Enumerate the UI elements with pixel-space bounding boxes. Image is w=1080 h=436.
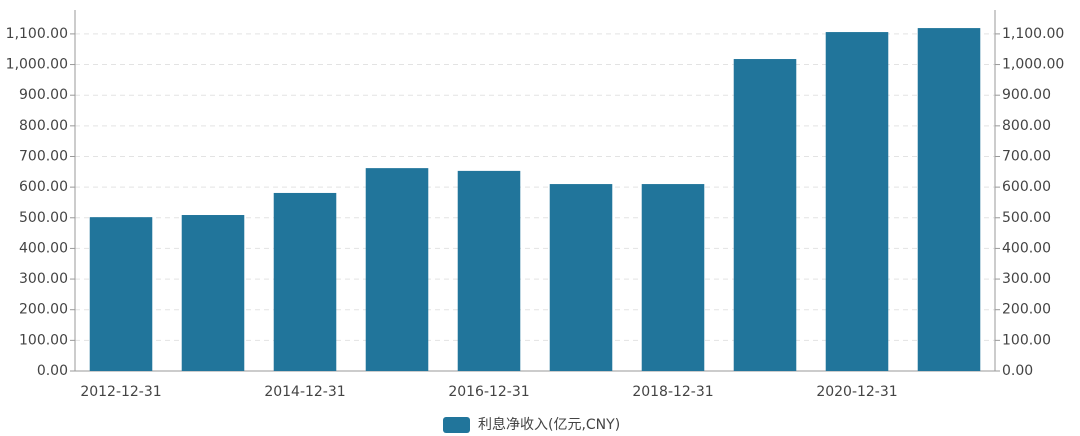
bar — [89, 217, 153, 371]
y2-tick-label: 600.00 — [1002, 179, 1051, 195]
y-tick-label: 100.00 — [19, 332, 68, 348]
x-tick-label: 2016-12-31 — [448, 384, 529, 400]
y-tick-label: 400.00 — [19, 240, 68, 256]
y2-tick-label: 800.00 — [1002, 118, 1051, 134]
y2-tick-label: 400.00 — [1002, 240, 1051, 256]
y-tick-label: 700.00 — [19, 148, 68, 164]
y-tick-label: 1,000.00 — [6, 57, 68, 73]
bar — [917, 28, 981, 371]
bar — [825, 32, 889, 372]
y2-tick-label: 1,000.00 — [1002, 57, 1064, 73]
y2-tick-label: 700.00 — [1002, 148, 1051, 164]
y2-tick-label: 1,100.00 — [1002, 26, 1064, 42]
bar — [181, 215, 245, 371]
y-tick-label: 500.00 — [19, 210, 68, 226]
bar — [273, 192, 337, 371]
bar — [641, 184, 705, 371]
legend-swatch — [443, 417, 470, 433]
legend-label: 利息净收入(亿元,CNY) — [478, 416, 620, 433]
y-tick-label: 300.00 — [19, 271, 68, 287]
y2-tick-label: 0.00 — [1002, 363, 1033, 379]
y-tick-label: 900.00 — [19, 87, 68, 103]
bar — [365, 168, 429, 371]
y2-tick-label: 200.00 — [1002, 302, 1051, 318]
x-tick-label: 2018-12-31 — [632, 384, 713, 400]
x-tick-label: 2012-12-31 — [80, 384, 161, 400]
bar — [457, 170, 521, 371]
y-tick-label: 600.00 — [19, 179, 68, 195]
y-tick-label: 1,100.00 — [6, 26, 68, 42]
y-tick-label: 800.00 — [19, 118, 68, 134]
bar — [733, 59, 797, 371]
x-tick-label: 2014-12-31 — [264, 384, 345, 400]
y-tick-label: 200.00 — [19, 302, 68, 318]
y2-tick-label: 900.00 — [1002, 87, 1051, 103]
bar — [549, 184, 613, 371]
y2-tick-label: 100.00 — [1002, 332, 1051, 348]
x-tick-label: 2020-12-31 — [816, 384, 897, 400]
y-tick-label: 0.00 — [37, 363, 68, 379]
y2-tick-label: 300.00 — [1002, 271, 1051, 287]
y2-tick-label: 500.00 — [1002, 210, 1051, 226]
